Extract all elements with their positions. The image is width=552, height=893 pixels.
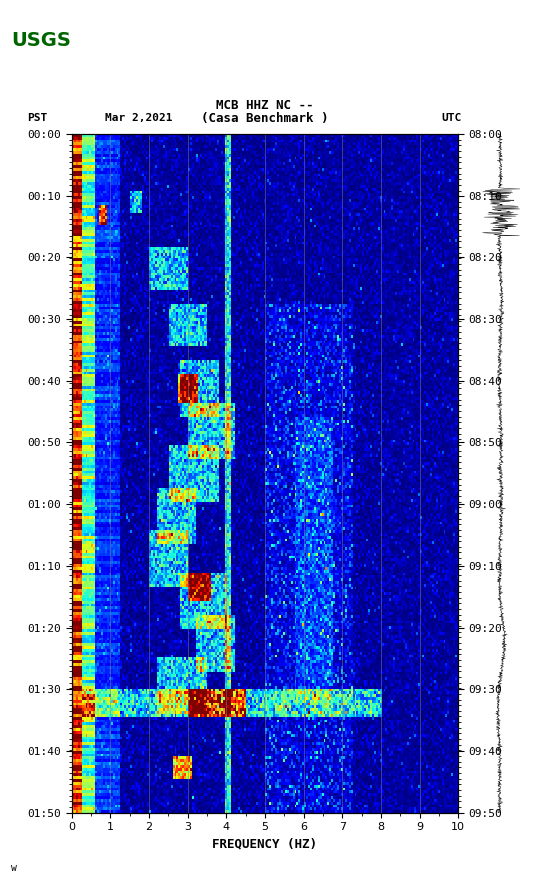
Text: MCB HHZ NC --: MCB HHZ NC -- [216,98,314,112]
Text: Mar 2,2021: Mar 2,2021 [105,113,172,123]
Text: UTC: UTC [442,113,462,123]
Text: (Casa Benchmark ): (Casa Benchmark ) [201,112,328,125]
Text: USGS: USGS [11,31,71,50]
Text: w: w [11,863,17,872]
Text: PST: PST [28,113,48,123]
X-axis label: FREQUENCY (HZ): FREQUENCY (HZ) [213,838,317,851]
